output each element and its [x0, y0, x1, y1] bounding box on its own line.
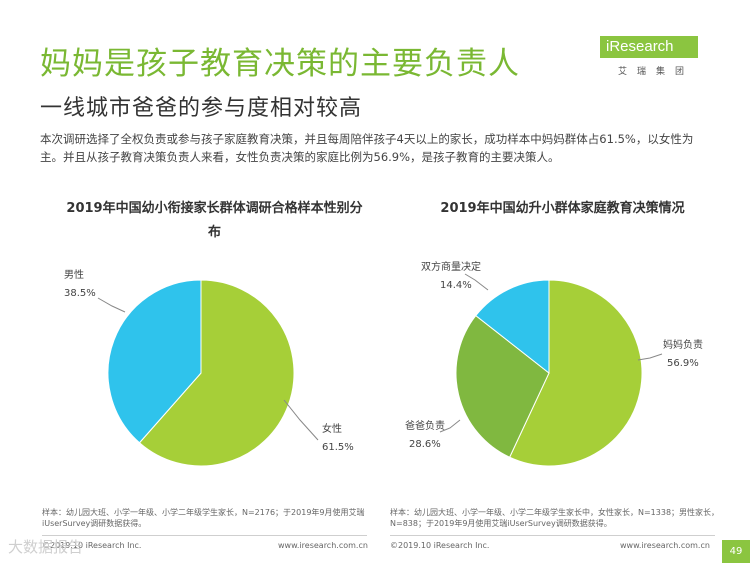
- watermark: 大数据报告: [8, 538, 84, 556]
- pie1-slice-value-male: 38.5%: [64, 288, 96, 299]
- pie2-slice-label-mom: 妈妈负责: [663, 338, 703, 351]
- pie2-slice-both: [475, 279, 550, 375]
- pie2-slice-label-both: 双方商量决定: [421, 260, 481, 273]
- pie1-slice-female: [138, 279, 295, 467]
- pie1-slice-male: [107, 279, 202, 444]
- logo-subtext: 艾瑞集团: [618, 67, 695, 77]
- pie2-leader-dad: [439, 419, 461, 433]
- pie1-slice-value-female: 61.5%: [322, 442, 354, 453]
- pie1-slice-label-male: 男性: [64, 268, 84, 281]
- chart2-sample-note: 样本：幼儿园大班、小学一年级、小学二年级学生家长中，女性家长，N=1338；男性…: [390, 508, 720, 528]
- chart2-title: 2019年中国幼升小群体家庭教育决策情况: [440, 201, 685, 216]
- pie2-slice-value-both: 14.4%: [440, 280, 472, 291]
- page-number: 49: [722, 540, 750, 563]
- chart1-sample-note: 样本：幼儿园大班、小学一年级、小学二年级学生家长，N=2176；于2019年9月…: [42, 508, 365, 528]
- copyright-right: ©2019.10 iResearch Inc.: [390, 541, 490, 550]
- logo-wordmark: iResearch: [600, 36, 698, 58]
- pie1-leader-female: [283, 399, 319, 441]
- pie1-leader-male: [97, 297, 126, 313]
- chart1-title: 2019年中国幼小衔接家长群体调研合格样本性别分布: [66, 201, 363, 240]
- pie2-slice-dad: [455, 314, 550, 458]
- iresearch-logo: iResearch 艾瑞集团: [600, 36, 720, 88]
- pie2-slice-mom: [508, 279, 643, 467]
- footer-divider-right: [390, 535, 715, 536]
- footer-divider-left: [42, 535, 367, 536]
- page-title: 妈妈是孩子教育决策的主要负责人: [40, 46, 520, 82]
- pie2-slice-value-dad: 28.6%: [409, 439, 441, 450]
- pie1-slice-label-female: 女性: [322, 422, 342, 435]
- pie2-slice-label-dad: 爸爸负责: [405, 419, 445, 432]
- website-link-right[interactable]: www.iresearch.com.cn: [620, 541, 710, 550]
- intro-paragraph: 本次调研选择了全权负责或参与孩子家庭教育决策，并且每周陪伴孩子4天以上的家长，成…: [40, 132, 694, 164]
- pie2-leader-mom: [637, 353, 663, 361]
- copyright-left: ©2019.10 iResearch Inc.: [42, 541, 142, 550]
- pie2-leader-both: [464, 273, 489, 291]
- website-link-left[interactable]: www.iresearch.com.cn: [278, 541, 368, 550]
- pie2-slice-value-mom: 56.9%: [667, 358, 699, 369]
- page-subtitle: 一线城市爸爸的参与度相对较高: [40, 96, 363, 121]
